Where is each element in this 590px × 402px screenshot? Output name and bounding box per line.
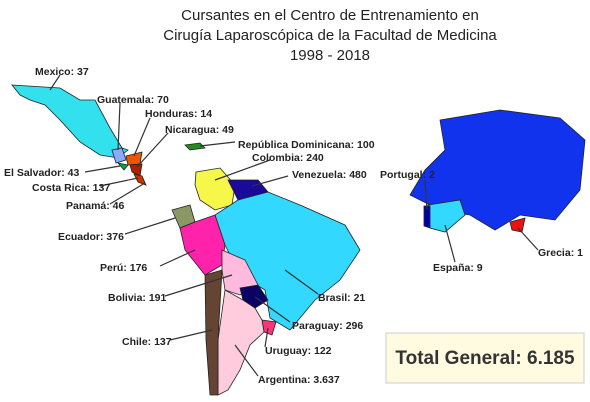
label: Honduras: 14 — [145, 108, 212, 120]
label: Uruguay: 122 — [265, 345, 332, 357]
label: Grecia: 1 — [538, 247, 583, 259]
label: Paraguay: 296 — [292, 320, 363, 332]
label: El Salvador: 43 — [4, 167, 79, 179]
label: Perú: 176 — [100, 262, 147, 274]
europe-rest — [409, 109, 586, 231]
uruguay — [261, 319, 277, 336]
europe — [409, 109, 586, 233]
label: Ecuador: 376 — [58, 231, 124, 243]
label: Guatemala: 70 — [97, 94, 169, 106]
label: República Dominicana: 100 — [238, 139, 375, 151]
salvador — [116, 162, 129, 171]
guatemala — [111, 147, 127, 164]
honduras — [125, 151, 143, 166]
brasil — [214, 191, 361, 331]
label: Colombia: 240 — [252, 152, 324, 164]
americas — [11, 84, 361, 396]
chile — [204, 269, 223, 396]
portugal — [423, 205, 431, 229]
arrows — [49, 74, 539, 377]
label: Bolivia: 191 — [108, 292, 167, 304]
total-box — [385, 332, 585, 384]
label: Argentina: 3.637 — [258, 374, 340, 386]
label: Mexico: 37 — [35, 66, 89, 78]
costarica — [133, 173, 147, 186]
total: Total General: 6.185 — [395, 348, 575, 369]
label: Panamá: 46 — [66, 200, 125, 212]
colombia — [194, 167, 236, 211]
title: 1998 - 2018 — [290, 47, 370, 64]
label: Brasil: 21 — [318, 292, 365, 304]
label: España: 9 — [433, 262, 483, 274]
label: Venezuela: 480 — [292, 169, 367, 181]
label: Nicaragua: 49 — [165, 124, 234, 136]
espana — [427, 199, 466, 233]
title: Cursantes en el Centro de Entrenamiento … — [181, 7, 479, 24]
title: Cirugía Laparoscópica de la Facultad de … — [163, 27, 497, 44]
dominicana — [184, 142, 206, 151]
label: Portugal: 2 — [380, 169, 435, 181]
label: Chile: 137 — [122, 336, 172, 348]
label: Costa Rica: 137 — [32, 182, 110, 194]
